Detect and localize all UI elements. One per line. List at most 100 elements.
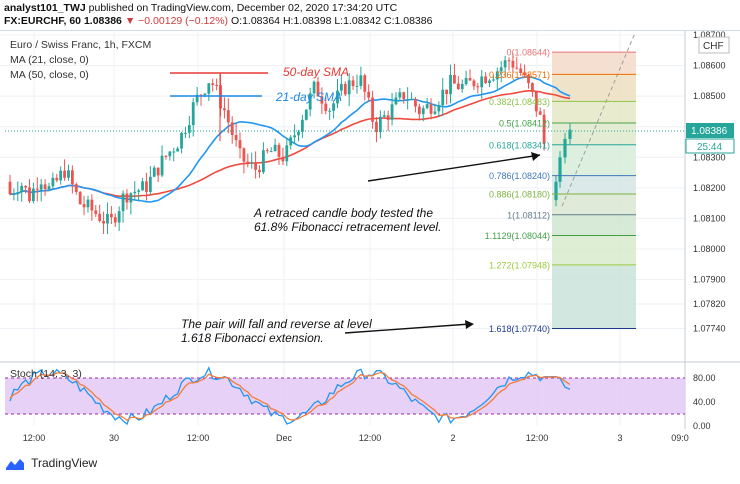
candle-body [542, 114, 546, 144]
candle-body [156, 167, 160, 176]
legend-ma50[interactable]: MA (50, close, 0) [10, 69, 89, 81]
candle-body [484, 76, 488, 84]
fib-level-label: 0.618(1.08341) [489, 140, 550, 150]
candle-body [507, 60, 511, 62]
candle-body [55, 177, 59, 181]
candle-body [164, 155, 168, 157]
fib-level-label: 1.272(1.07948) [489, 260, 550, 270]
candle-body [398, 92, 402, 98]
candle-body [74, 184, 78, 192]
publish-info: analyst101_TWJ published on TradingView.… [4, 2, 397, 14]
candle-body [285, 145, 289, 162]
candle-body [445, 89, 449, 95]
candle-body [324, 103, 328, 111]
candle-body [47, 186, 51, 190]
candle-body [390, 104, 394, 120]
price-axis[interactable]: 1.087001.086001.085001.084001.083001.082… [5, 30, 735, 333]
fib-zone [552, 214, 636, 236]
candle-body [273, 144, 277, 152]
candle-body [499, 67, 503, 72]
candle-body [363, 75, 367, 92]
last-price: 1.08386 [83, 15, 122, 27]
candle-body [563, 138, 567, 158]
candle-body [195, 94, 199, 103]
fib-level-label: 1(1.08112) [507, 210, 550, 220]
candle-body [90, 199, 94, 211]
price-tag-value: 1.08386 [691, 126, 728, 137]
candle-body [468, 78, 472, 81]
candle-body [223, 108, 226, 111]
tradingview-logo-icon [6, 458, 24, 470]
fall-arrow-line [344, 323, 471, 334]
candle-body [43, 184, 47, 190]
candle-body [441, 89, 445, 106]
candle-body [258, 169, 261, 173]
annotations[interactable]: 50-day SMA 21-day SMA A retraced candle bo… [170, 65, 541, 345]
candle-body [219, 85, 222, 109]
time-tick-label: 30 [109, 433, 119, 443]
price-tick-label: 1.07740 [693, 323, 726, 333]
price-chart[interactable]: 0(1.08644) 0.236(1.08571) 0.382(1.08483) 0.… [0, 30, 740, 479]
candle-body [35, 188, 39, 190]
candle-body [339, 83, 343, 91]
legend-title: Euro / Swiss Franc, 1h, FXCM [10, 39, 152, 51]
candle-body [538, 111, 542, 115]
fib-zone [552, 74, 636, 102]
publish-text: published on TradingView.com, December 0… [88, 2, 398, 14]
legend-stoch[interactable]: Stoch (14, 3, 3) [10, 368, 82, 380]
price-tick-label: 1.08500 [693, 91, 726, 101]
candle-body [94, 210, 98, 214]
candle-body [160, 155, 164, 176]
candle-body [141, 181, 144, 191]
candle-body [425, 104, 429, 109]
candle-body [184, 132, 187, 134]
candle-body [531, 83, 534, 92]
candle-body [86, 199, 90, 208]
candle-body [414, 99, 417, 107]
candle-body [250, 162, 254, 164]
candle-body [359, 75, 363, 86]
author[interactable]: analyst101_TWJ [4, 2, 86, 14]
candle-body [230, 122, 234, 136]
chart-frame[interactable]: 0(1.08644) 0.236(1.08571) 0.382(1.08483) 0.… [0, 30, 740, 479]
time-tick-label: 12:00 [187, 433, 210, 443]
candle-body [464, 78, 468, 85]
candle-body [328, 110, 332, 112]
fibonacci-levels[interactable]: 0(1.08644) 0.236(1.08571) 0.382(1.08483) 0.… [485, 48, 636, 334]
candle-body [515, 67, 519, 69]
fib-level-label: 0.236(1.08571) [489, 70, 550, 80]
candle-body [456, 83, 460, 90]
candle-body [511, 60, 515, 68]
candle-body [460, 84, 464, 90]
stoch-tick-label: 40.00 [693, 397, 716, 407]
high-value: H:1.08398 [282, 15, 332, 27]
candle-body [558, 157, 562, 182]
stoch-tick-label: 80.00 [693, 373, 716, 383]
candle-body [262, 150, 265, 173]
candle-body [421, 108, 425, 115]
footer[interactable]: TradingView [6, 456, 97, 470]
candle-body [63, 170, 66, 178]
candle-body [347, 80, 351, 95]
candle-body [293, 135, 296, 138]
label-21-day-sma: 21-day SMA [275, 90, 342, 104]
price-tick-label: 1.08300 [693, 152, 726, 162]
ma21-line [9, 75, 571, 203]
candle-body [203, 93, 207, 96]
candle-body [117, 211, 121, 223]
currency-badge-label: CHF [703, 41, 724, 52]
time-tick-label: 09:0 [671, 433, 689, 443]
symbol: FX:EURCHF, 60 [4, 15, 82, 27]
time-axis[interactable]: 12:00 30 12:00 Dec 12:00 2 12:00 3 09:0 [23, 433, 689, 443]
candle-body [472, 80, 476, 87]
low-value: L:1.08342 [334, 15, 382, 27]
retrace-arrow-line [367, 154, 541, 182]
stoch-pane[interactable]: 80.00 40.00 0.00 [5, 366, 716, 431]
symbol-info: FX:EURCHF, 60 1.08386 ▼ −0.00129 (−0.12%… [4, 15, 432, 27]
candle-body [519, 68, 523, 74]
legend-ma21[interactable]: MA (21, close, 0) [10, 54, 89, 66]
candle-body [406, 99, 410, 101]
time-tag [685, 138, 735, 154]
candle-body [242, 148, 246, 162]
candle-body [394, 97, 398, 105]
